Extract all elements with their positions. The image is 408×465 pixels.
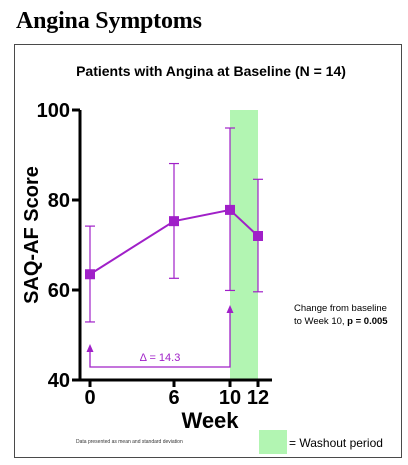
footnote: Data presented as mean and standard devi… xyxy=(76,439,183,445)
x-tick-label: 10 xyxy=(219,387,241,409)
legend-swatch xyxy=(259,430,287,454)
page-title: Angina Symptoms xyxy=(16,8,202,34)
data-point xyxy=(85,269,95,280)
data-point xyxy=(225,204,235,215)
x-axis-label: Week xyxy=(181,408,239,433)
y-axis-label: SAQ-AF Score xyxy=(21,166,43,304)
washout-band xyxy=(230,110,258,380)
axes-layer xyxy=(72,108,272,387)
text-layer: 40 60 80 100 0 6 10 12 Week SAQ-AF Score Patients … xyxy=(21,63,388,454)
y-tick-label: 40 xyxy=(48,370,70,392)
y-tick-label: 80 xyxy=(48,190,70,212)
chart-title: Patients with Angina at Baseline (N = 14… xyxy=(76,63,346,79)
chart-panel xyxy=(14,44,402,458)
change-note-prefix: to Week 10, xyxy=(294,316,347,327)
x-tick-label: 6 xyxy=(168,387,179,409)
delta-label: Δ = 14.3 xyxy=(140,352,181,364)
delta-bracket xyxy=(89,313,231,368)
delta-arrow-left xyxy=(86,344,94,352)
change-note-line1: Change from baseline xyxy=(294,303,387,314)
legend-label: = Washout period xyxy=(289,436,383,450)
change-note-line2: to Week 10, p = 0.005 xyxy=(294,316,388,327)
series-layer xyxy=(85,127,263,323)
y-tick-label: 60 xyxy=(48,280,70,302)
series-line xyxy=(89,208,259,276)
y-tick-label: 100 xyxy=(37,100,70,122)
change-note-pvalue: p = 0.005 xyxy=(347,316,388,327)
washout-layer xyxy=(230,110,258,380)
x-tick-label: 12 xyxy=(247,387,269,409)
annotation-layer xyxy=(86,305,234,368)
delta-arrow-right xyxy=(226,305,234,313)
data-point xyxy=(169,216,179,227)
data-point xyxy=(253,231,263,241)
x-tick-label: 0 xyxy=(84,387,95,409)
